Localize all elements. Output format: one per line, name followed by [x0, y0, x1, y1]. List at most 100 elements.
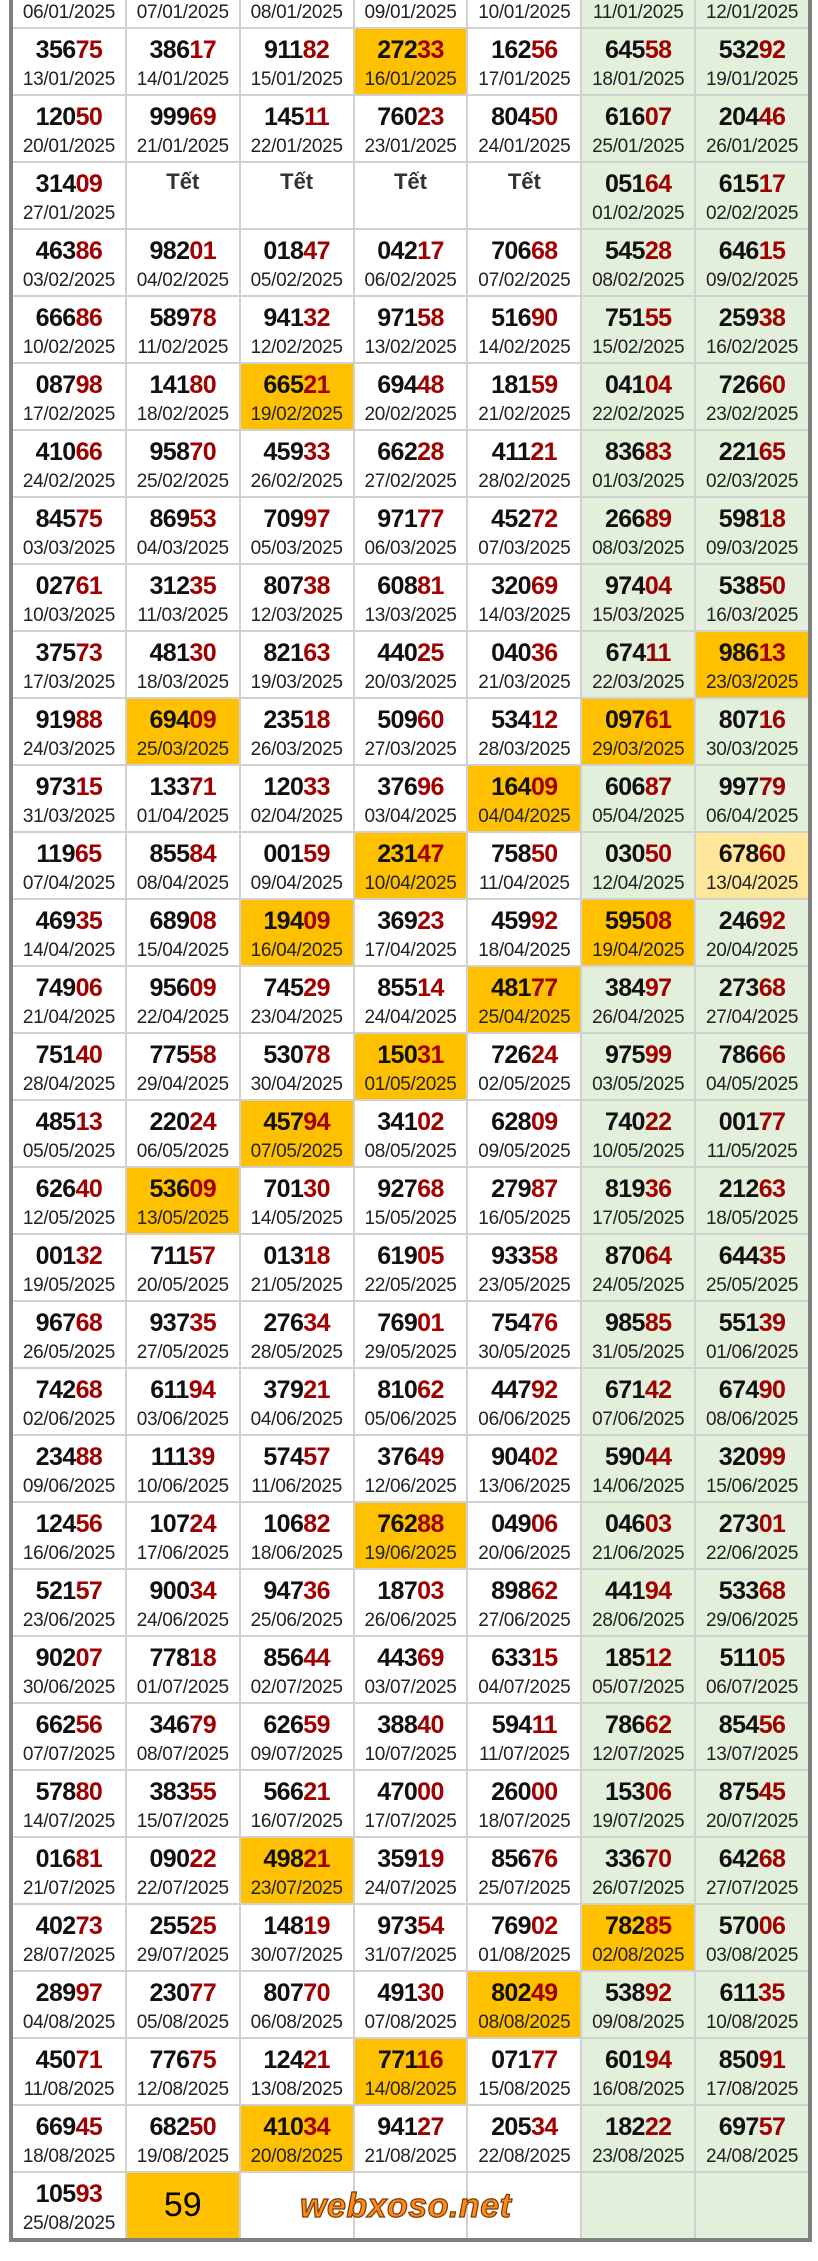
result-tail-digits: 59 [531, 371, 558, 399]
result-number: 45272 [468, 506, 580, 532]
draw-date: 26/01/2025 [706, 136, 799, 157]
result-tail-digits: 55 [189, 1778, 217, 1806]
result-tail-digits: 90 [758, 1376, 786, 1404]
calendar-cell: 96768 26/05/2025 [13, 1302, 125, 1367]
draw-date: 10/06/2025 [136, 1476, 229, 1497]
result-head-digits: 933 [491, 1242, 532, 1270]
calendar-cell: 48513 05/05/2025 [13, 1101, 125, 1166]
result-head-digits: 973 [35, 773, 77, 801]
result-tail-digits: 21 [303, 1845, 330, 1873]
calendar-cell: 63315 04/07/2025 [468, 1637, 581, 1702]
draw-date: 04/06/2025 [250, 1409, 343, 1430]
result-head-digits: 760 [377, 103, 418, 131]
calendar-cell: 74906 21/04/2025 [13, 967, 125, 1032]
draw-date: 16/07/2025 [250, 1811, 343, 1832]
result-tail-digits: 00 [417, 1778, 444, 1806]
result-head-digits: 457 [263, 1108, 304, 1136]
result-head-digits: 119 [36, 840, 75, 868]
result-number: 18222 [582, 2114, 694, 2140]
calendar-cell: 38355 15/07/2025 [126, 1771, 239, 1836]
draw-date: 06/07/2025 [706, 1677, 799, 1698]
result-number: 61905 [355, 1243, 467, 1269]
result-number: 38617 [127, 37, 239, 63]
calendar-cell: 01318 21/05/2025 [240, 1235, 353, 1300]
draw-date: 22/05/2025 [364, 1275, 457, 1296]
result-head-digits: 532 [718, 36, 760, 64]
result-head-digits: 133 [149, 773, 191, 801]
result-head-digits: 601 [604, 2046, 646, 2074]
result-number: 04603 [582, 1511, 694, 1537]
result-tail-digits: 57 [188, 1242, 216, 1270]
draw-date: 22/04/2025 [136, 1007, 229, 1028]
result-tail-digits: 30 [303, 1175, 330, 1203]
result-head-digits: 071 [491, 2046, 532, 2074]
result-head-digits: 836 [604, 438, 646, 466]
draw-date: 26/04/2025 [592, 1007, 685, 1028]
result-tail-digits: 32 [75, 1242, 103, 1270]
result-tail-digits: 62 [417, 1376, 444, 1404]
result-head-digits: 845 [35, 505, 77, 533]
result-head-digits: 450 [35, 2046, 77, 2074]
draw-date: 16/03/2025 [706, 605, 799, 626]
result-tail-digits: 94 [188, 1376, 216, 1404]
result-tail-digits: 73 [75, 639, 103, 667]
result-head-digits: 538 [718, 572, 760, 600]
calendar-cell: 76901 29/05/2025 [354, 1302, 467, 1367]
result-head-digits: 001 [35, 1242, 77, 1270]
draw-date: 28/04/2025 [22, 1074, 115, 1095]
result-number: 84575 [13, 506, 125, 532]
result-head-digits: 235 [263, 706, 304, 734]
draw-date: 15/04/2025 [136, 940, 229, 961]
result-tail-digits: 75 [189, 2046, 217, 2074]
calendar-cell: 97354 31/07/2025 [354, 1905, 467, 1970]
result-head-digits: 124 [263, 2046, 304, 2074]
result-head-digits: 982 [149, 237, 191, 265]
result-tail-digits: 13 [758, 639, 786, 667]
calendar-cell: 62640 12/05/2025 [13, 1168, 125, 1233]
result-number: 90402 [468, 1444, 580, 1470]
result-number: 70997 [241, 506, 353, 532]
result-head-digits: 221 [718, 438, 760, 466]
result-number: 53368 [696, 1578, 808, 1604]
result-number: 71157 [127, 1243, 239, 1269]
result-number: 44025 [355, 640, 467, 666]
calendar-cell: 90034 24/06/2025 [126, 1570, 239, 1635]
result-number: 08798 [13, 372, 125, 398]
calendar-cell: 18703 26/06/2025 [354, 1570, 467, 1635]
result-head-digits: 786 [604, 1711, 646, 1739]
calendar-cell: 74022 10/05/2025 [582, 1101, 695, 1166]
result-number: 15031 [355, 1042, 467, 1068]
calendar-cell: 24692 20/04/2025 [696, 900, 808, 965]
result-head-digits: 782 [604, 1912, 646, 1940]
result-head-digits: 758 [491, 840, 532, 868]
result-tail-digits: 97 [75, 1979, 103, 2007]
result-number: 67411 [582, 640, 694, 666]
result-number: 51105 [696, 1645, 808, 1671]
result-head-digits: 545 [604, 237, 646, 265]
result-head-digits: 049 [491, 1510, 532, 1538]
result-number: 63315 [468, 1645, 580, 1671]
result-number: 72660 [696, 372, 808, 398]
result-head-digits: 030 [604, 840, 646, 868]
calendar-cell: 85514 24/04/2025 [354, 967, 467, 1032]
calendar-cell: 14511 22/01/2025 [240, 96, 353, 161]
result-tail-digits: 94 [644, 1577, 672, 1605]
result-head-digits: 384 [604, 974, 646, 1002]
draw-date: 08/02/2025 [592, 270, 685, 291]
result-number: 10682 [241, 1511, 353, 1537]
draw-date: 10/02/2025 [22, 337, 115, 358]
result-head-digits: 530 [263, 1041, 304, 1069]
result-number: 61135 [696, 1980, 808, 2006]
result-number: 23488 [13, 1444, 125, 1470]
result-number: 10593 [13, 2181, 125, 2207]
result-head-digits: 615 [718, 170, 760, 198]
draw-date: 17/04/2025 [364, 940, 457, 961]
result-tail-digits: 24 [531, 1041, 558, 1069]
result-number: 97177 [355, 506, 467, 532]
result-tail-digits: 92 [531, 1376, 558, 1404]
result-number: 41034 [241, 2114, 353, 2140]
result-tail-digits: 09 [189, 974, 217, 1002]
result-tail-digits: 72 [531, 505, 558, 533]
result-head-digits: 646 [718, 237, 760, 265]
result-tail-digits: 06 [758, 1912, 786, 1940]
